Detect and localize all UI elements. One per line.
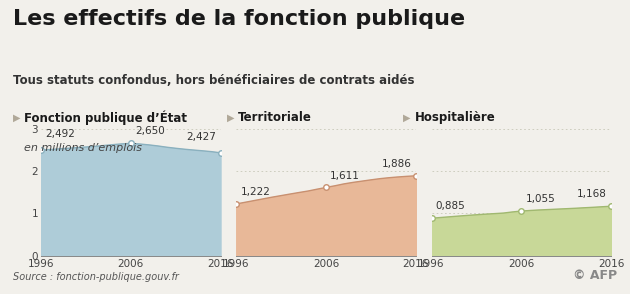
Text: 0,885: 0,885	[436, 201, 466, 211]
Text: ▶: ▶	[403, 113, 411, 123]
Text: ▶: ▶	[227, 113, 234, 123]
Text: 2,492: 2,492	[45, 129, 75, 139]
Text: 1,611: 1,611	[330, 171, 360, 181]
Text: 1,055: 1,055	[525, 194, 555, 204]
Text: Territoriale: Territoriale	[238, 111, 312, 124]
Text: © AFP: © AFP	[573, 269, 617, 282]
Text: 1,886: 1,886	[382, 159, 411, 169]
Text: Fonction publique d’État: Fonction publique d’État	[24, 110, 187, 125]
Text: Tous statuts confondus, hors bénéficiaires de contrats aidés: Tous statuts confondus, hors bénéficiair…	[13, 74, 414, 86]
Text: 2,427: 2,427	[186, 132, 216, 142]
Text: 2,650: 2,650	[135, 126, 164, 136]
Text: en millions d’emplois: en millions d’emplois	[24, 143, 142, 153]
Text: Hospitalière: Hospitalière	[415, 111, 495, 124]
Text: 1,222: 1,222	[241, 187, 270, 197]
Text: Source : fonction-publique.gouv.fr: Source : fonction-publique.gouv.fr	[13, 272, 178, 282]
Text: Les effectifs de la fonction publique: Les effectifs de la fonction publique	[13, 9, 465, 29]
Text: 1,168: 1,168	[577, 189, 607, 199]
Text: ▶: ▶	[13, 113, 20, 123]
